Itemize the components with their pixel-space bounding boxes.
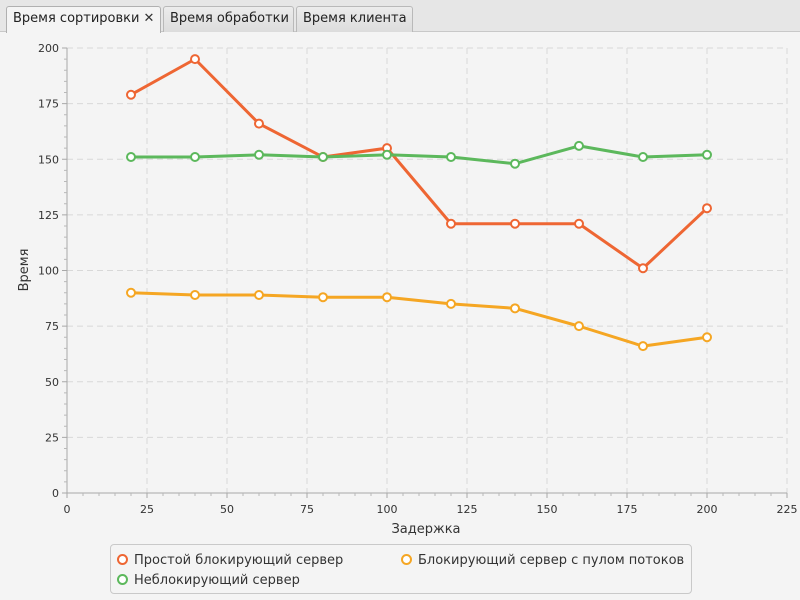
tab-sort-time[interactable]: Время сортировки ✕ bbox=[6, 6, 161, 33]
data-point bbox=[702, 203, 712, 214]
line-chart: 0 25 50 75 100 125 150 175 200 0 25 50 75 100 125 150 17… bbox=[17, 42, 798, 537]
data-point bbox=[702, 149, 712, 160]
close-icon[interactable]: ✕ bbox=[143, 11, 155, 26]
data-point bbox=[510, 158, 520, 169]
y-tick-label: 25 bbox=[45, 431, 59, 444]
y-tick-label: 125 bbox=[38, 209, 59, 222]
data-point bbox=[382, 149, 392, 160]
tab-client-time[interactable]: Время клиента bbox=[296, 6, 413, 32]
chart-legend: Простой блокирующий сервер Блокирующий с… bbox=[110, 544, 692, 594]
x-tick-label: 75 bbox=[300, 503, 314, 516]
series-line bbox=[130, 57, 709, 270]
data-point bbox=[446, 218, 456, 229]
legend-marker bbox=[117, 554, 128, 565]
x-tick-label: 200 bbox=[697, 503, 718, 516]
legend-marker bbox=[117, 574, 128, 585]
x-tick-label: 50 bbox=[220, 503, 234, 516]
data-point bbox=[318, 152, 328, 163]
data-point bbox=[574, 321, 584, 332]
legend-label: Блокирующий сервер с пулом потоков bbox=[418, 553, 685, 568]
y-tick-label: 200 bbox=[38, 42, 59, 55]
data-point bbox=[638, 341, 648, 352]
data-point bbox=[574, 218, 584, 229]
y-axis-label: Время bbox=[17, 249, 32, 292]
legend-item-thread-pool: Блокирующий сервер с пулом потоков bbox=[401, 553, 684, 569]
series bbox=[126, 54, 712, 352]
series-1 bbox=[126, 287, 712, 352]
legend-item-simple-blocking: Простой блокирующий сервер bbox=[117, 553, 343, 569]
data-point bbox=[574, 140, 584, 151]
legend-item-nonblocking: Неблокирующий сервер bbox=[117, 573, 300, 589]
data-point bbox=[318, 292, 328, 303]
y-tick-label: 0 bbox=[52, 487, 59, 500]
data-point bbox=[510, 218, 520, 229]
data-point bbox=[446, 152, 456, 163]
y-tick-label: 150 bbox=[38, 153, 59, 166]
data-point bbox=[190, 289, 200, 300]
data-point bbox=[382, 292, 392, 303]
data-point bbox=[638, 263, 648, 274]
x-tick-label: 125 bbox=[457, 503, 478, 516]
tab-bar: Время сортировки ✕ Время обработки Время … bbox=[0, 0, 800, 33]
y-tick-label: 100 bbox=[38, 265, 59, 278]
chart-area: 0 25 50 75 100 125 150 175 200 0 25 50 75 100 125 150 17… bbox=[0, 32, 800, 600]
grid bbox=[67, 47, 788, 493]
x-tick-label: 25 bbox=[140, 503, 154, 516]
data-point bbox=[126, 287, 136, 298]
y-tick-label: 50 bbox=[45, 376, 59, 389]
tab-label: Время клиента bbox=[303, 11, 407, 26]
data-point bbox=[638, 152, 648, 163]
x-tick-label: 225 bbox=[777, 503, 798, 516]
x-tick-label: 150 bbox=[537, 503, 558, 516]
y-tick-label: 175 bbox=[38, 98, 59, 111]
data-point bbox=[702, 332, 712, 343]
x-tick-label: 0 bbox=[64, 503, 71, 516]
data-point bbox=[126, 152, 136, 163]
tab-processing-time[interactable]: Время обработки bbox=[163, 6, 294, 32]
series-2 bbox=[126, 140, 712, 169]
tab-label: Время обработки bbox=[170, 11, 289, 26]
series-line bbox=[130, 291, 708, 348]
data-point bbox=[510, 303, 520, 314]
tab-label: Время сортировки bbox=[13, 11, 140, 26]
data-point bbox=[190, 54, 200, 65]
x-axis-label: Задержка bbox=[391, 522, 460, 537]
axes: 0 25 50 75 100 125 150 175 200 0 25 50 75 100 125 150 17… bbox=[38, 42, 798, 516]
legend-label: Простой блокирующий сервер bbox=[134, 553, 344, 568]
data-point bbox=[254, 289, 264, 300]
data-point bbox=[446, 298, 456, 309]
data-point bbox=[126, 89, 136, 100]
legend-marker bbox=[401, 554, 412, 565]
data-point bbox=[190, 152, 200, 163]
series-0 bbox=[126, 54, 712, 274]
x-tick-label: 175 bbox=[617, 503, 638, 516]
legend-label: Неблокирующий сервер bbox=[134, 573, 300, 588]
series-line bbox=[131, 144, 708, 166]
x-tick-label: 100 bbox=[377, 503, 398, 516]
data-point bbox=[254, 149, 264, 160]
y-tick-label: 75 bbox=[45, 320, 59, 333]
data-point bbox=[254, 118, 264, 129]
